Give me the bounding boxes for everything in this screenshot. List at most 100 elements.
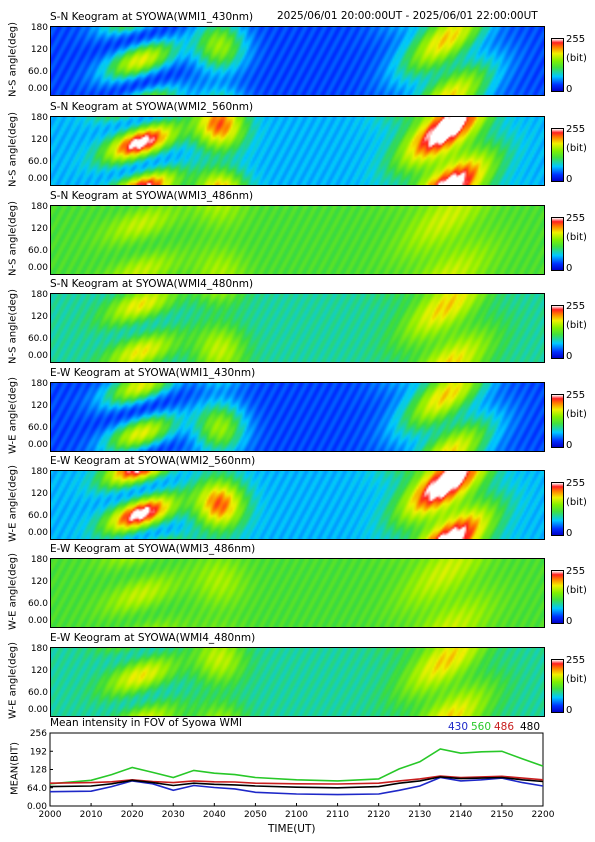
keogram-title: S-N Keogram at SYOWA(WMI1_430nm) bbox=[50, 11, 254, 23]
colorbar bbox=[551, 394, 564, 448]
colorbar-max: 255 bbox=[566, 655, 586, 666]
keogram-ytick: 180 bbox=[30, 555, 48, 565]
colorbar bbox=[551, 305, 564, 359]
colorbar-max: 255 bbox=[566, 478, 586, 489]
keogram-image bbox=[50, 647, 545, 717]
keogram-ytick: 60.0 bbox=[27, 67, 48, 77]
y-tick-label: 256 bbox=[30, 729, 47, 739]
colorbar-unit: (bit) bbox=[566, 585, 587, 596]
colorbar-min: 0 bbox=[566, 528, 573, 539]
keogram-title: E-W Keogram at SYOWA(WMI2_560nm) bbox=[50, 455, 256, 467]
colorbar-unit: (bit) bbox=[566, 232, 587, 243]
y-tick-label: 128 bbox=[30, 766, 47, 776]
colorbar-min: 0 bbox=[566, 705, 573, 716]
keogram-ytick: 0.00 bbox=[27, 263, 48, 273]
colorbar-unit: (bit) bbox=[566, 674, 587, 685]
keogram-ytick: 0.00 bbox=[27, 440, 48, 450]
colorbar bbox=[551, 659, 564, 713]
y-tick-label: 192 bbox=[30, 747, 47, 757]
keogram-ytick: 120 bbox=[30, 135, 48, 145]
keogram-ytick: 60.0 bbox=[27, 511, 48, 521]
keogram-image bbox=[50, 470, 545, 540]
keogram-title: S-N Keogram at SYOWA(WMI2_560nm) bbox=[50, 101, 254, 113]
colorbar bbox=[551, 128, 564, 182]
keogram-ytick: 180 bbox=[30, 202, 48, 212]
series-line-560 bbox=[49, 748, 544, 785]
colorbar-max: 255 bbox=[566, 301, 586, 312]
keogram-ytick: 120 bbox=[30, 224, 48, 234]
keogram-ytick: 0.00 bbox=[27, 174, 48, 184]
colorbar-unit: (bit) bbox=[566, 143, 587, 154]
colorbar-max: 255 bbox=[566, 34, 586, 45]
chart-title: Mean intensity in FOV of Syowa WMI bbox=[50, 717, 243, 729]
y-tick-label: 0.00 bbox=[27, 802, 47, 812]
colorbar-min: 0 bbox=[566, 616, 573, 627]
keogram-ytick: 180 bbox=[30, 644, 48, 654]
keogram-ytick: 120 bbox=[30, 666, 48, 676]
keogram-title: S-N Keogram at SYOWA(WMI3_486nm) bbox=[50, 190, 254, 202]
colorbar-min: 0 bbox=[566, 174, 573, 185]
keogram-title: E-W Keogram at SYOWA(WMI3_486nm) bbox=[50, 543, 256, 555]
chart-xlabel: TIME(UT) bbox=[268, 823, 316, 835]
keogram-image bbox=[50, 116, 545, 186]
colorbar-unit: (bit) bbox=[566, 409, 587, 420]
x-tick-label: 2130 bbox=[408, 810, 431, 820]
x-tick-label: 2020 bbox=[121, 810, 144, 820]
keogram-ytick: 180 bbox=[30, 379, 48, 389]
colorbar bbox=[551, 570, 564, 624]
series-line-480 bbox=[49, 776, 544, 789]
keogram-ytick: 60.0 bbox=[27, 157, 48, 167]
keogram-ytick: 120 bbox=[30, 312, 48, 322]
colorbar-min: 0 bbox=[566, 440, 573, 451]
colorbar-unit: (bit) bbox=[566, 53, 587, 64]
colorbar-min: 0 bbox=[566, 84, 573, 95]
keogram-image bbox=[50, 558, 545, 628]
colorbar-min: 0 bbox=[566, 351, 573, 362]
keogram-title: S-N Keogram at SYOWA(WMI4_480nm) bbox=[50, 278, 254, 290]
colorbar-unit: (bit) bbox=[566, 497, 587, 508]
keogram-ytick: 0.00 bbox=[27, 616, 48, 626]
keogram-ytick: 60.0 bbox=[27, 423, 48, 433]
keogram-image bbox=[50, 293, 545, 363]
legend-entry: 480 bbox=[520, 721, 541, 733]
x-tick-label: 2030 bbox=[162, 810, 185, 820]
keogram-ytick: 120 bbox=[30, 577, 48, 587]
keogram-ytick: 0.00 bbox=[27, 705, 48, 715]
keogram-ytick: 0.00 bbox=[27, 528, 48, 538]
colorbar-min: 0 bbox=[566, 263, 573, 274]
colorbar-max: 255 bbox=[566, 390, 586, 401]
keogram-ytick: 180 bbox=[30, 23, 48, 33]
colorbar bbox=[551, 482, 564, 536]
x-tick-label: 2200 bbox=[532, 810, 555, 820]
colorbar bbox=[551, 38, 564, 92]
colorbar-unit: (bit) bbox=[566, 320, 587, 331]
keogram-image bbox=[50, 205, 545, 275]
x-tick-label: 2000 bbox=[39, 810, 62, 820]
keogram-ytick: 60.0 bbox=[27, 246, 48, 256]
x-tick-label: 2100 bbox=[285, 810, 308, 820]
keogram-image bbox=[50, 26, 545, 96]
colorbar-max: 255 bbox=[566, 213, 586, 224]
colorbar-max: 255 bbox=[566, 566, 586, 577]
keogram-ytick: 120 bbox=[30, 489, 48, 499]
keogram-ytick: 120 bbox=[30, 45, 48, 55]
x-tick-label: 2140 bbox=[449, 810, 472, 820]
keogram-ytick: 180 bbox=[30, 113, 48, 123]
keogram-title: E-W Keogram at SYOWA(WMI4_480nm) bbox=[50, 632, 256, 644]
colorbar bbox=[551, 217, 564, 271]
y-tick-label: 64.0 bbox=[27, 784, 47, 794]
keogram-ytick: 60.0 bbox=[27, 688, 48, 698]
x-tick-label: 2050 bbox=[244, 810, 267, 820]
x-tick-label: 2120 bbox=[367, 810, 390, 820]
keogram-ytick: 0.00 bbox=[27, 351, 48, 361]
x-tick-label: 2150 bbox=[490, 810, 513, 820]
legend-entry: 486 bbox=[494, 721, 515, 733]
legend-entry: 430 bbox=[448, 721, 469, 733]
keogram-ytick: 120 bbox=[30, 401, 48, 411]
keogram-ytick: 180 bbox=[30, 290, 48, 300]
keogram-ytick: 60.0 bbox=[27, 334, 48, 344]
x-tick-label: 2110 bbox=[326, 810, 349, 820]
keogram-ytick: 60.0 bbox=[27, 599, 48, 609]
